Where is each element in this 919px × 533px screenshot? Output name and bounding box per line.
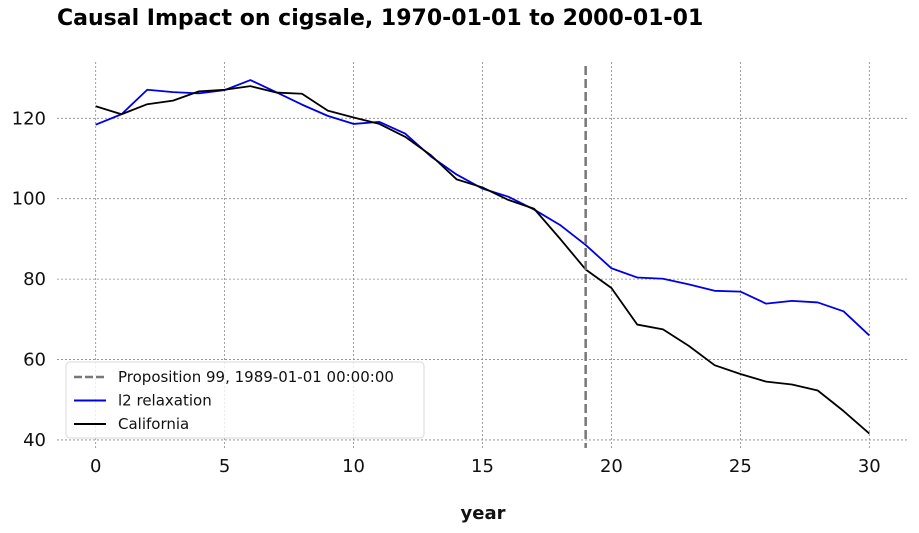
legend-label: Proposition 99, 1989-01-01 00:00:00 [118, 368, 394, 386]
legend-box [65, 361, 425, 439]
legend-label: California [118, 415, 189, 433]
x-axis-title: year [461, 503, 506, 524]
x-tick-label: 25 [729, 456, 752, 477]
y-tick-label: 60 [23, 350, 46, 371]
legend: Proposition 99, 1989-01-01 00:00:00 l2 re… [65, 361, 425, 439]
x-tick-label: 5 [219, 456, 230, 477]
x-tick-label: 10 [342, 456, 365, 477]
y-tick-label: 40 [23, 430, 46, 451]
legend-label: l2 relaxation [118, 392, 212, 410]
y-tick-label: 120 [12, 108, 46, 129]
chart-title: Causal Impact on cigsale, 1970-01-01 to … [57, 6, 704, 31]
x-tick-label: 15 [471, 456, 494, 477]
x-tick-label: 0 [90, 456, 101, 477]
y-tick-label: 100 [12, 189, 46, 210]
x-tick-label: 20 [600, 456, 623, 477]
x-tick-label: 30 [858, 456, 881, 477]
y-tick-label: 80 [23, 269, 46, 290]
series-line-california [95, 85, 870, 435]
legend-items: Proposition 99, 1989-01-01 00:00:00 l2 re… [74, 368, 394, 433]
x-axis-ticks: 0 5 10 15 20 25 30 [90, 456, 881, 477]
y-axis-ticks: 40 60 80 100 120 [12, 108, 46, 451]
grid [57, 62, 908, 448]
series-lines [95, 79, 870, 435]
